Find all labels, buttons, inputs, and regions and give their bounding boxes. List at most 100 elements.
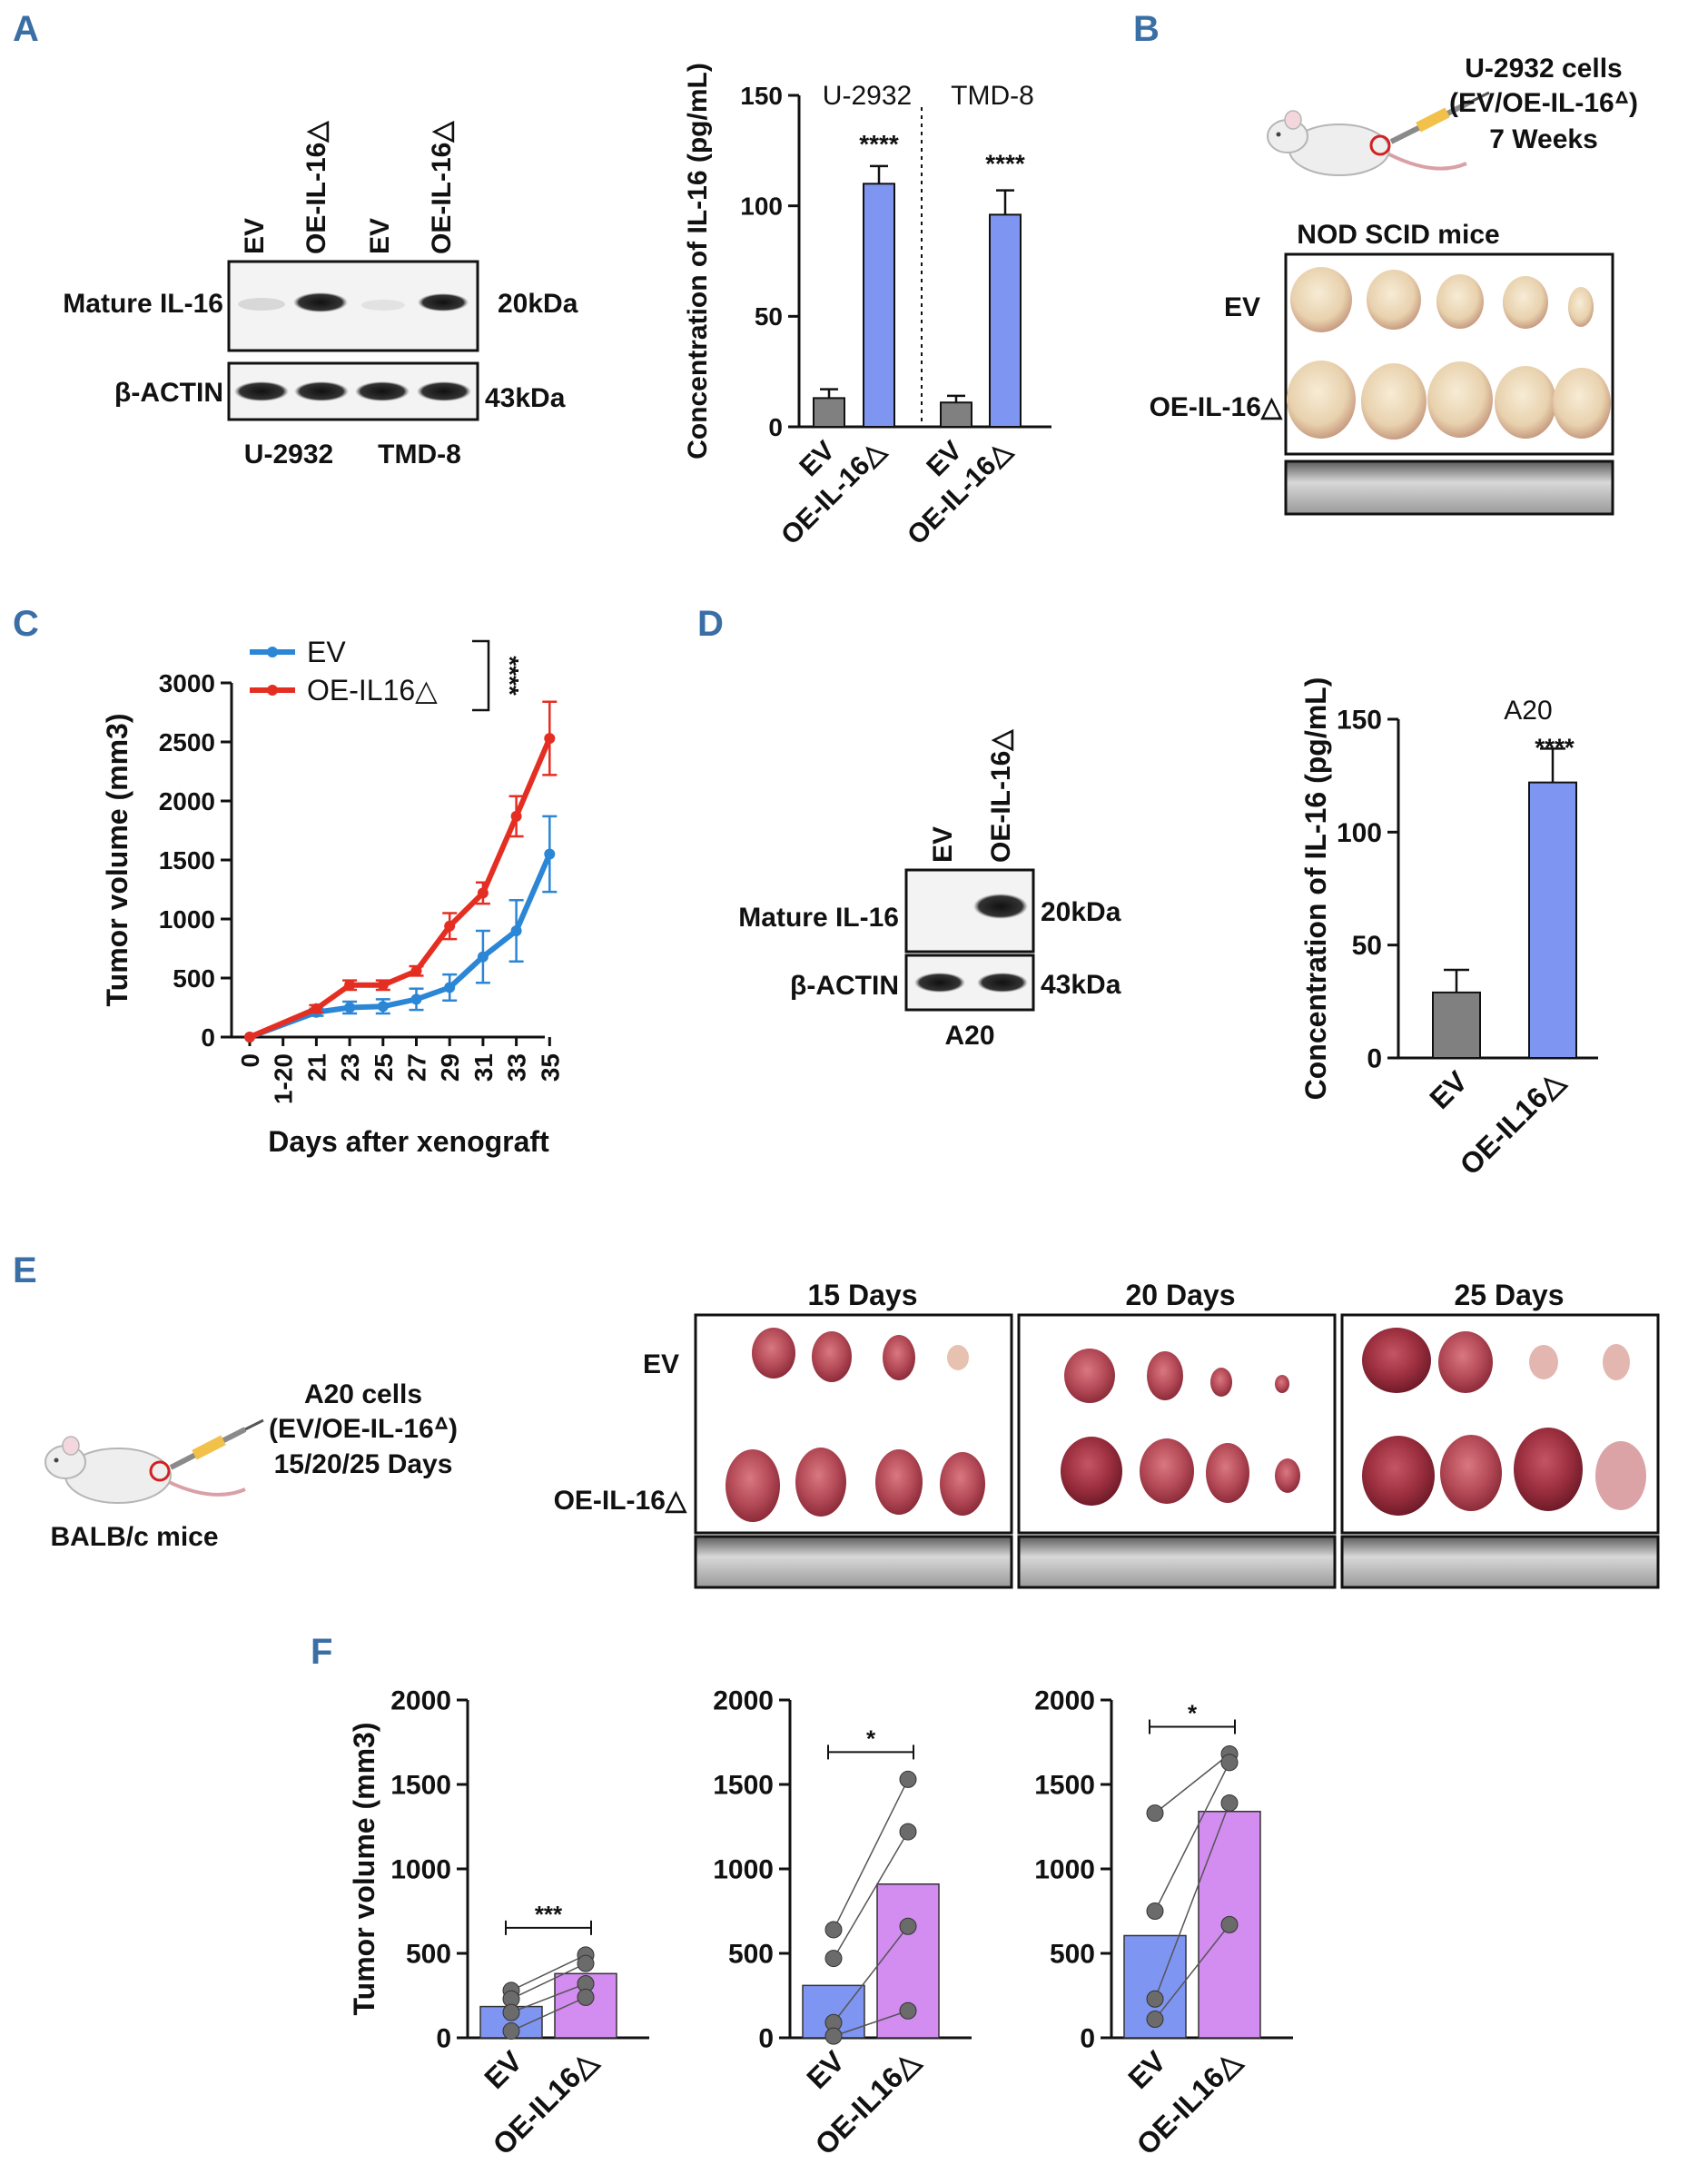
d-elisa-title: A20 xyxy=(1504,696,1552,726)
c-growth-point xyxy=(344,979,356,991)
f20-point xyxy=(899,1770,917,1788)
f20-significance: * xyxy=(866,1724,876,1752)
f25-point xyxy=(1146,1804,1164,1823)
f25-point xyxy=(1220,1794,1239,1812)
blot-a-size-43: 43kDa xyxy=(485,383,566,413)
mouse-illustration-e xyxy=(44,1418,264,1504)
d-elisa-x-label: EV xyxy=(1423,1064,1474,1115)
c-growth-point xyxy=(377,979,389,991)
a-elisa-significance: **** xyxy=(985,150,1025,178)
f20-point xyxy=(899,2001,917,2020)
f25-pair-line xyxy=(1154,1762,1230,1912)
c-growth-point xyxy=(510,810,522,822)
c-growth-x-tick-label: 25 xyxy=(370,1053,398,1082)
c-growth-point xyxy=(477,887,489,899)
c-growth-point xyxy=(444,920,456,932)
f15-point xyxy=(502,2022,520,2041)
blot-a-row-il16: Mature IL-16 xyxy=(63,289,223,319)
f25-significance: * xyxy=(1188,1700,1198,1727)
panel-letter-c: C xyxy=(13,604,39,644)
blot-a-group-tmd8: TMD-8 xyxy=(378,440,461,469)
f25-pair-line xyxy=(1154,1803,1230,2000)
b-mice-label: NOD SCID mice xyxy=(1297,220,1499,250)
c-growth-x-tick-label: 21 xyxy=(302,1053,331,1082)
e-timepoint-20: 20 Days xyxy=(1126,1279,1236,1311)
f25-point xyxy=(1146,1990,1164,2008)
c-growth-x-tick-label: 23 xyxy=(336,1053,364,1082)
c-growth-x-tick-label: 33 xyxy=(503,1053,531,1082)
e-timepoint-25: 25 Days xyxy=(1455,1279,1565,1311)
d-elisa-x-label: OE-IL16△ xyxy=(1454,1064,1571,1181)
f20-pair-line xyxy=(833,1779,909,1931)
c-growth-legend-marker xyxy=(267,685,278,696)
panel-d-western-blot: EV OE-IL-16△ Mature IL-16 β-ACTIN 20kDa … xyxy=(738,729,1120,1051)
f25-y-tick-label: 1500 xyxy=(1034,1771,1095,1801)
f25-y-tick-label: 500 xyxy=(1050,1940,1095,1970)
d-elisa-y-tick-label: 150 xyxy=(1337,706,1382,736)
f15-point xyxy=(577,1954,595,1972)
f15-pair-line xyxy=(510,1962,587,2000)
f20-point xyxy=(824,2027,843,2045)
a-elisa-group-label: U-2932 xyxy=(823,81,912,111)
c-growth-y-label: Tumor volume (mm3) xyxy=(101,714,133,1007)
e-tumors-25 xyxy=(1362,1328,1646,1516)
d-elisa-y-tick-label: 0 xyxy=(1367,1044,1382,1074)
c-growth-bracket xyxy=(472,639,490,712)
e-ruler-20 xyxy=(1017,1535,1337,1589)
f20-pair-line xyxy=(833,1925,909,2023)
c-growth-significance: **** xyxy=(496,656,524,696)
panel-letter-d: D xyxy=(697,604,724,644)
f15-y-tick-label: 2000 xyxy=(390,1686,451,1716)
f15-pair-line xyxy=(510,1982,587,2013)
blot-d-band-2 xyxy=(973,894,1028,919)
c-growth-y-tick-label: 2500 xyxy=(159,728,215,756)
c-growth-point xyxy=(444,982,456,993)
mouse-illustration-b xyxy=(1267,91,1490,176)
c-growth-legend-label: OE-IL16△ xyxy=(307,674,438,707)
blot-a-actin-2 xyxy=(294,381,349,401)
f15-x-label: EV xyxy=(478,2044,528,2095)
a-elisa-y-label: Concentration of IL-16 (pg/mL) xyxy=(683,63,713,460)
c-growth-x-tick-label: 35 xyxy=(536,1053,564,1082)
blot-a-actin-1 xyxy=(234,381,289,401)
blot-a-actin-4 xyxy=(417,381,471,401)
f25-point xyxy=(1146,1902,1164,1920)
e-cells-line-3: 15/20/25 Days xyxy=(274,1449,453,1479)
c-growth-x-tick-label: 31 xyxy=(469,1053,498,1082)
e-tumors-20 xyxy=(1061,1349,1300,1506)
c-growth-x-tick-label: 0 xyxy=(236,1053,264,1068)
c-growth-y-tick-label: 2000 xyxy=(159,787,215,815)
d-elisa-y-label: Concentration of IL-16 (pg/mL) xyxy=(1299,677,1332,1101)
panel-a-western-blot: EV OE-IL-16△ EV OE-IL-16△ Mature IL-16 β… xyxy=(63,121,578,469)
c-growth-legend-label: EV xyxy=(307,636,346,668)
a-elisa-bar xyxy=(989,213,1022,428)
f25-x-label: EV xyxy=(1121,2044,1172,2095)
a-elisa-y-tick-label: 50 xyxy=(755,302,783,331)
f15-y-label: Tumor volume (mm3) xyxy=(348,1723,380,2016)
panel-letter-e: E xyxy=(13,1250,37,1290)
c-growth-x-tick-label: 29 xyxy=(436,1053,464,1082)
f20-point xyxy=(899,1823,917,1841)
a-elisa-y-tick-label: 150 xyxy=(740,82,783,110)
e-row-ev: EV xyxy=(643,1349,679,1379)
c-growth-y-tick-label: 500 xyxy=(173,964,215,993)
f20-y-tick-label: 1000 xyxy=(713,1855,774,1885)
c-growth-point xyxy=(311,1003,322,1014)
e-cells-line-1: A20 cells xyxy=(304,1379,422,1409)
c-growth-point xyxy=(344,1002,356,1013)
f15-point xyxy=(502,2003,520,2021)
f20-point xyxy=(824,1950,843,1968)
f20-y-tick-label: 1500 xyxy=(713,1771,774,1801)
b-tumors-ev xyxy=(1290,267,1594,332)
f20-x-label: EV xyxy=(800,2044,851,2095)
e-ruler-25 xyxy=(1340,1535,1660,1589)
blot-d-size-20: 20kDa xyxy=(1041,897,1121,927)
b-ruler xyxy=(1284,460,1614,516)
blot-a-lane-4: OE-IL-16△ xyxy=(427,121,457,254)
a-elisa-bar xyxy=(813,397,845,429)
f25-point xyxy=(1146,2011,1164,2029)
f20-y-tick-label: 0 xyxy=(758,2024,774,2054)
f20-y-tick-label: 500 xyxy=(728,1940,774,1970)
